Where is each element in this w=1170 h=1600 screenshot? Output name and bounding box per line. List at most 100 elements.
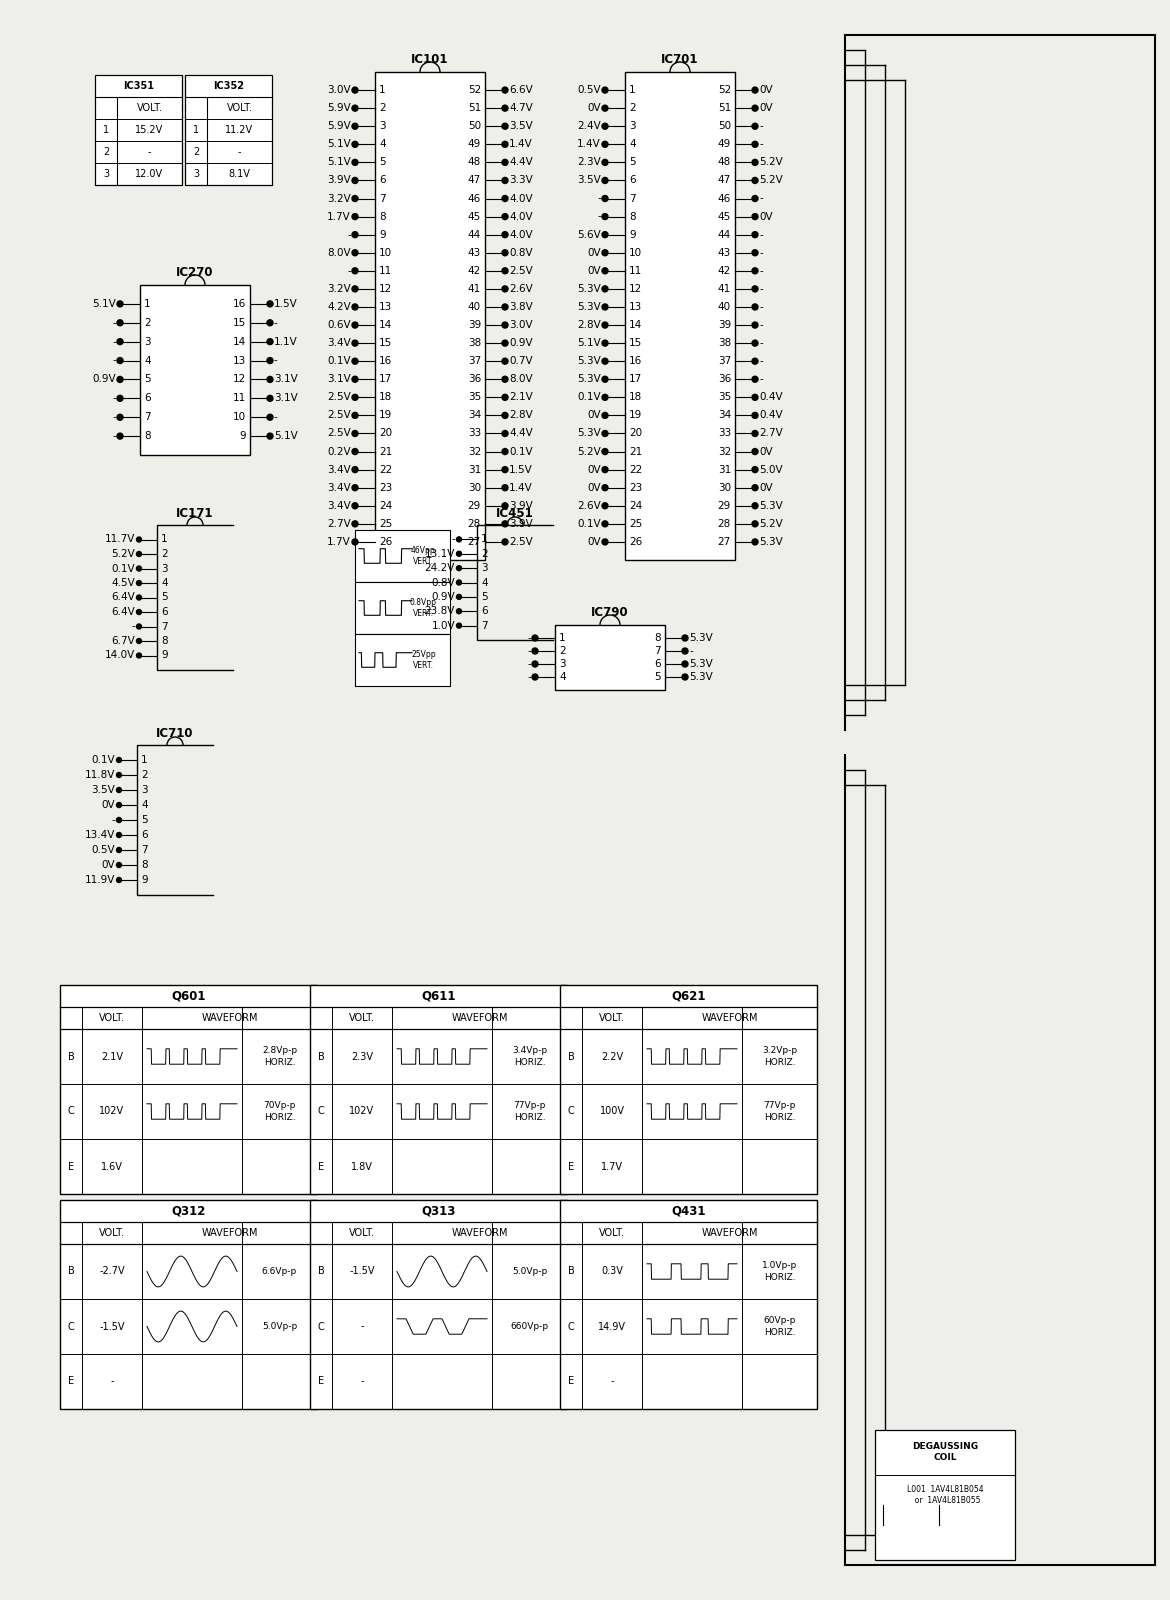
Text: 48: 48 bbox=[468, 157, 481, 168]
Circle shape bbox=[502, 430, 508, 437]
Text: 13.4V: 13.4V bbox=[84, 830, 115, 840]
Text: 6: 6 bbox=[144, 394, 151, 403]
Text: 14.0V: 14.0V bbox=[105, 651, 135, 661]
Circle shape bbox=[603, 413, 608, 419]
Text: 52: 52 bbox=[468, 85, 481, 94]
Text: 4.7V: 4.7V bbox=[509, 102, 532, 114]
Text: 21: 21 bbox=[379, 446, 392, 456]
Text: 2.3V: 2.3V bbox=[351, 1051, 373, 1061]
Circle shape bbox=[352, 178, 358, 184]
Text: 2: 2 bbox=[142, 770, 147, 781]
Circle shape bbox=[752, 322, 758, 328]
Text: 1: 1 bbox=[142, 755, 147, 765]
Text: 5.3V: 5.3V bbox=[577, 302, 601, 312]
Text: 14: 14 bbox=[379, 320, 392, 330]
Text: -: - bbox=[131, 621, 135, 632]
Circle shape bbox=[137, 638, 142, 643]
Circle shape bbox=[532, 648, 538, 654]
Circle shape bbox=[502, 413, 508, 419]
Text: 6.7V: 6.7V bbox=[111, 635, 135, 646]
Text: Q601: Q601 bbox=[171, 989, 206, 1003]
Circle shape bbox=[603, 448, 608, 454]
Circle shape bbox=[502, 250, 508, 256]
Circle shape bbox=[603, 376, 608, 382]
Text: 3.3V: 3.3V bbox=[509, 176, 532, 186]
Text: 2.7V: 2.7V bbox=[759, 429, 783, 438]
Circle shape bbox=[682, 648, 688, 654]
Circle shape bbox=[752, 141, 758, 147]
Text: 4: 4 bbox=[379, 139, 386, 149]
Text: 38: 38 bbox=[717, 338, 731, 349]
Circle shape bbox=[752, 430, 758, 437]
Circle shape bbox=[117, 773, 122, 778]
Circle shape bbox=[137, 653, 142, 658]
Text: 3: 3 bbox=[481, 563, 488, 573]
Text: 0.7V: 0.7V bbox=[509, 357, 532, 366]
Text: 32: 32 bbox=[717, 446, 731, 456]
Text: 12: 12 bbox=[629, 283, 642, 294]
Circle shape bbox=[352, 322, 358, 328]
Circle shape bbox=[502, 232, 508, 238]
Circle shape bbox=[752, 250, 758, 256]
Text: 22: 22 bbox=[629, 464, 642, 475]
Text: 6.6Vp-p: 6.6Vp-p bbox=[262, 1267, 297, 1277]
Text: 1.4V: 1.4V bbox=[509, 483, 532, 493]
Text: 5.3V: 5.3V bbox=[689, 672, 713, 682]
Text: 60Vp-p
HORIZ.: 60Vp-p HORIZ. bbox=[763, 1317, 796, 1336]
Text: 9: 9 bbox=[161, 651, 167, 661]
FancyBboxPatch shape bbox=[560, 1200, 817, 1410]
FancyBboxPatch shape bbox=[95, 75, 183, 186]
Circle shape bbox=[117, 757, 122, 763]
Text: 43: 43 bbox=[717, 248, 731, 258]
Text: VOLT.: VOLT. bbox=[99, 1229, 125, 1238]
Text: 25: 25 bbox=[629, 518, 642, 530]
Circle shape bbox=[456, 622, 461, 629]
Text: 5: 5 bbox=[629, 157, 635, 168]
Text: 2.1V: 2.1V bbox=[509, 392, 532, 402]
Circle shape bbox=[456, 608, 461, 614]
Text: 3.0V: 3.0V bbox=[509, 320, 532, 330]
Circle shape bbox=[502, 341, 508, 346]
Circle shape bbox=[352, 376, 358, 382]
Text: -: - bbox=[452, 534, 455, 544]
Text: 2.5V: 2.5V bbox=[328, 411, 351, 421]
Text: 4.5V: 4.5V bbox=[111, 578, 135, 587]
Text: 20: 20 bbox=[629, 429, 642, 438]
Text: -: - bbox=[528, 672, 531, 682]
Text: 15: 15 bbox=[233, 318, 246, 328]
Text: -: - bbox=[238, 147, 241, 157]
Text: 5.1V: 5.1V bbox=[577, 338, 601, 349]
Text: 0V: 0V bbox=[102, 861, 115, 870]
Circle shape bbox=[502, 286, 508, 291]
Text: 5.2V: 5.2V bbox=[759, 518, 783, 530]
Text: 0.1V: 0.1V bbox=[577, 392, 601, 402]
Text: C: C bbox=[317, 1322, 324, 1331]
Text: E: E bbox=[318, 1376, 324, 1387]
Circle shape bbox=[117, 376, 123, 382]
Circle shape bbox=[352, 250, 358, 256]
Text: 12.0V: 12.0V bbox=[136, 170, 164, 179]
Text: L001  1AV4L81B054
  or  1AV4L81B055: L001 1AV4L81B054 or 1AV4L81B055 bbox=[907, 1485, 983, 1506]
FancyBboxPatch shape bbox=[625, 72, 735, 560]
FancyBboxPatch shape bbox=[355, 530, 450, 582]
Circle shape bbox=[603, 232, 608, 238]
Text: DEGAUSSING
COIL: DEGAUSSING COIL bbox=[911, 1442, 978, 1462]
Text: 37: 37 bbox=[717, 357, 731, 366]
Text: 24.2V: 24.2V bbox=[425, 563, 455, 573]
Text: 14.9V: 14.9V bbox=[598, 1322, 626, 1331]
Text: -: - bbox=[759, 357, 763, 366]
Text: 40: 40 bbox=[718, 302, 731, 312]
Text: -: - bbox=[274, 318, 277, 328]
Text: -: - bbox=[759, 302, 763, 312]
Text: 4.0V: 4.0V bbox=[509, 194, 532, 203]
Circle shape bbox=[682, 674, 688, 680]
Text: 7: 7 bbox=[144, 413, 151, 422]
Text: B: B bbox=[317, 1267, 324, 1277]
Circle shape bbox=[603, 123, 608, 130]
Text: WAVEFORM: WAVEFORM bbox=[201, 1229, 257, 1238]
Circle shape bbox=[603, 467, 608, 472]
Circle shape bbox=[352, 413, 358, 419]
Text: 0V: 0V bbox=[759, 483, 772, 493]
Text: 5: 5 bbox=[654, 672, 661, 682]
Text: 5.2V: 5.2V bbox=[759, 157, 783, 168]
